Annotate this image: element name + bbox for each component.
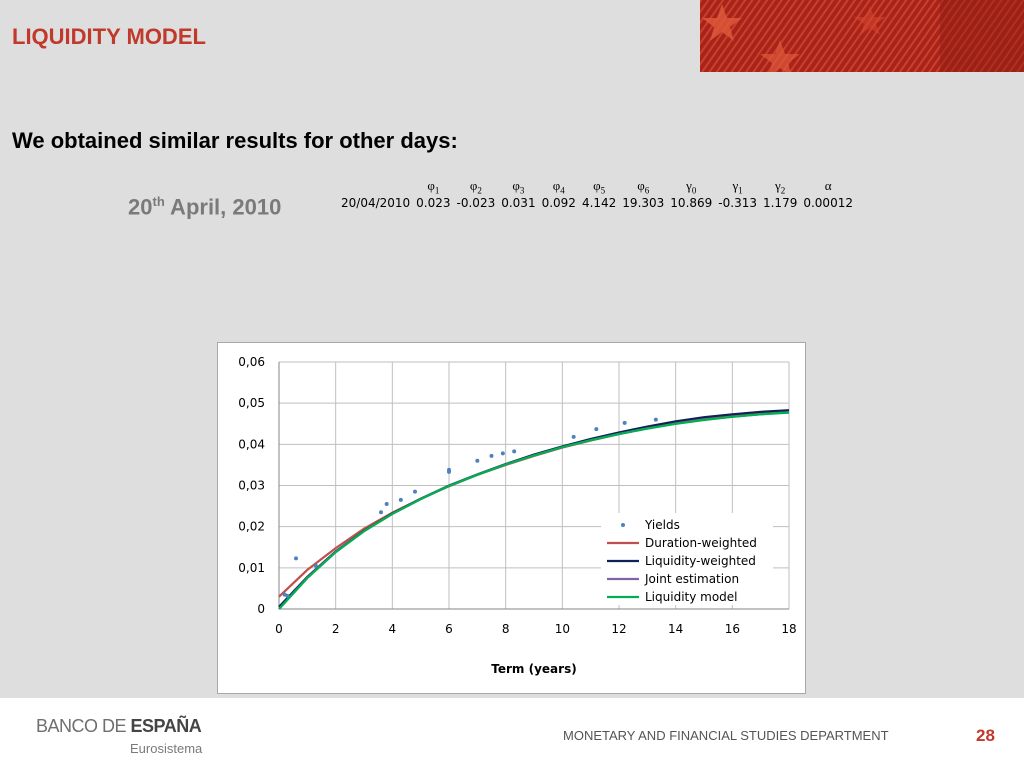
department-name: MONETARY AND FINANCIAL STUDIES DEPARTMEN… [563, 728, 889, 743]
data-point [413, 489, 417, 494]
data-point [622, 420, 627, 425]
data-point [384, 502, 389, 507]
star-pattern-graphic [700, 0, 1024, 72]
date-number: 20 [128, 194, 153, 220]
param-symbol: φ3 [512, 178, 525, 196]
legend-marker [621, 523, 625, 527]
y-tick-label: 0,01 [238, 561, 265, 575]
parameters-table: φ1 φ2 φ3 φ4 φ5 φ6 γ0 γ1 γ2 α 20/04/2010 … [338, 178, 856, 210]
data-point [447, 467, 451, 472]
param-value: 0.023 [416, 196, 451, 210]
param-symbol: φ6 [637, 178, 650, 196]
data-point [594, 427, 599, 432]
param-symbol: φ2 [469, 178, 482, 196]
data-point [489, 453, 494, 458]
x-tick-label: 16 [725, 622, 740, 636]
legend-label: Liquidity model [645, 590, 738, 604]
param-symbol: φ5 [593, 178, 606, 196]
banner-image [700, 0, 1024, 72]
data-point [313, 563, 318, 568]
x-tick-label: 0 [275, 622, 283, 636]
data-point [512, 449, 517, 454]
data-point [379, 510, 383, 515]
x-tick-label: 2 [332, 622, 340, 636]
legend-label: Joint estimation [644, 572, 739, 586]
page-number: 28 [976, 726, 995, 745]
y-tick-label: 0 [257, 602, 265, 616]
x-tick-label: 10 [555, 622, 570, 636]
legend-label: Liquidity-weighted [645, 554, 756, 568]
data-point [653, 417, 658, 422]
series-line [278, 411, 790, 610]
param-symbol: γ2 [775, 178, 786, 196]
y-tick-label: 0,03 [238, 479, 265, 493]
y-tick-label: 0,02 [238, 520, 265, 534]
slide-title: LIQUIDITY MODEL [12, 24, 206, 49]
legend-box [601, 513, 773, 605]
x-tick-label: 14 [668, 622, 683, 636]
param-value: 1.179 [762, 196, 798, 210]
param-value: 0.092 [541, 196, 576, 210]
section-heading: We obtained similar results for other da… [12, 128, 458, 153]
param-symbol: γ0 [686, 178, 697, 196]
param-symbol: φ4 [552, 178, 565, 196]
parameters-header-row: φ1 φ2 φ3 φ4 φ5 φ6 γ0 γ1 γ2 α [338, 178, 856, 196]
param-symbol: α [824, 178, 832, 194]
y-tick-label: 0,05 [238, 396, 265, 410]
x-tick-label: 6 [445, 622, 453, 636]
date-rest: April, 2010 [164, 194, 282, 220]
legend-label: Yields [644, 518, 680, 532]
data-point [571, 434, 576, 439]
logo-bold-text: ESPAÑA [130, 716, 202, 736]
x-tick-label: 8 [502, 622, 510, 636]
data-point [398, 497, 403, 502]
chart-plot: 0 2 4 6 8 10 12 14 16 18 0 0,01 0,02 0,03 0,04 0,05 0,06… [238, 355, 796, 676]
param-date: 20/04/2010 [341, 196, 411, 210]
x-tick-label: 4 [389, 622, 397, 636]
x-tick-label: 18 [781, 622, 796, 636]
parameters-value-row: 20/04/2010 0.023 -0.023 0.031 0.092 4.14… [338, 196, 856, 210]
param-value: 0.031 [501, 196, 536, 210]
param-symbol: γ1 [732, 178, 743, 196]
bank-logo: BANCO DE ESPAÑA [36, 716, 202, 737]
star-icon [760, 40, 800, 72]
data-point [294, 556, 298, 561]
param-value: 10.869 [670, 196, 713, 210]
legend-label: Duration-weighted [645, 536, 757, 550]
data-point [285, 593, 290, 598]
logo-subtitle: Eurosistema [130, 741, 203, 756]
param-value: -0.313 [718, 196, 757, 210]
date-label: 20th April, 2010 [128, 194, 281, 220]
date-suffix: th [152, 194, 165, 209]
star-icon [854, 6, 886, 35]
parameters-header-blank [338, 178, 413, 196]
y-tick-label: 0,06 [238, 355, 265, 369]
param-symbol: φ1 [427, 178, 440, 196]
x-tick-label: 12 [611, 622, 626, 636]
y-tick-label: 0,04 [238, 437, 265, 451]
x-axis-title: Term (years) [491, 662, 576, 676]
logo-light-text: BANCO DE [36, 716, 131, 736]
yield-curve-chart: 0 2 4 6 8 10 12 14 16 18 0 0,01 0,02 0,03 0,04 0,05 0,06… [217, 342, 806, 694]
data-point [475, 458, 480, 463]
star-icon [702, 4, 742, 41]
param-value: -0.023 [456, 196, 496, 210]
param-value: 4.142 [581, 196, 617, 210]
data-point [500, 451, 505, 456]
param-value: 19.303 [622, 196, 665, 210]
footer-bar [0, 698, 1024, 768]
param-value: 0.00012 [803, 196, 853, 210]
